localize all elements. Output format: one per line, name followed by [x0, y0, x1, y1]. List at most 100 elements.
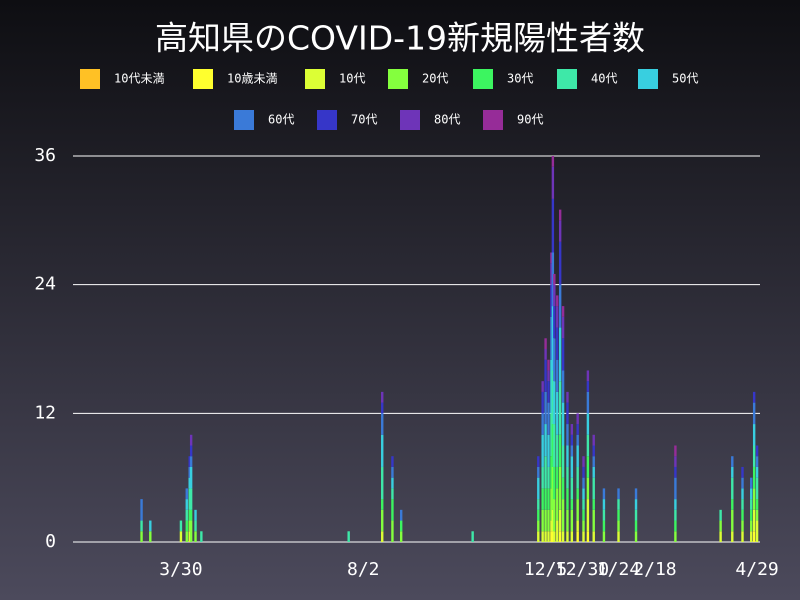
bar-segment: [582, 520, 585, 532]
bar-segment: [582, 477, 585, 489]
bar-segment: [602, 509, 606, 521]
bar-segment: [752, 509, 756, 532]
bar-segment: [558, 220, 562, 242]
bar-segment: [551, 156, 555, 167]
bar-segment: [544, 359, 547, 392]
bar-segment: [544, 488, 547, 510]
bar-segment: [541, 466, 544, 489]
bar-segment: [179, 531, 183, 542]
bar-segment: [547, 381, 550, 403]
y-tick-label: 24: [34, 274, 56, 295]
bar-segment: [592, 509, 595, 532]
bar-segment: [185, 499, 188, 510]
bar-segment: [752, 402, 756, 425]
bar-segment: [750, 520, 753, 532]
bar-segment: [550, 252, 553, 264]
bar-segment: [570, 477, 574, 500]
bar-segment: [544, 338, 547, 349]
bar-segment: [576, 434, 579, 446]
chart-title: 高知県のCOVID-19新規陽性者数: [155, 19, 645, 58]
bar-segment: [556, 359, 559, 392]
legend-label: 10代未満: [114, 72, 164, 86]
bar-segment: [566, 488, 569, 510]
bar-segment: [617, 520, 620, 532]
bar-segment: [189, 445, 193, 457]
bar-segment: [741, 488, 744, 500]
legend-swatch: [557, 69, 577, 89]
y-tick-label: 0: [45, 531, 56, 552]
bar-segment: [755, 466, 759, 478]
bar-segment: [674, 466, 677, 478]
bar-segment: [561, 316, 565, 339]
bar-segment: [550, 316, 553, 360]
bar-segment: [750, 531, 753, 542]
bar-segment: [200, 531, 203, 542]
bar-segment: [541, 531, 544, 542]
bar-segment: [558, 531, 562, 542]
legend-label: 20代: [422, 72, 448, 86]
bar-segment: [741, 499, 744, 510]
bar-segment: [140, 531, 143, 542]
bar-segment: [755, 499, 759, 510]
bar-segment: [741, 520, 744, 532]
bar-segment: [188, 520, 191, 532]
bar-segment: [570, 456, 574, 478]
legend-label: 60代: [268, 113, 294, 127]
x-tick-label: 12/5: [524, 559, 567, 580]
legend-label: 70代: [351, 113, 377, 127]
bar-segment: [570, 445, 574, 457]
bar-segment: [602, 488, 606, 500]
bar-segment: [752, 445, 756, 467]
bar-segment: [750, 509, 753, 521]
bar-segment: [550, 520, 553, 532]
bar-segment: [752, 466, 756, 489]
bar-segment: [617, 488, 620, 500]
bar-segment: [391, 466, 394, 478]
bar-segment: [755, 477, 759, 500]
bar-segment: [537, 509, 540, 521]
bar-segment: [537, 477, 540, 500]
bar-segment: [185, 531, 188, 542]
legend-swatch: [638, 69, 658, 89]
bar-segment: [558, 241, 562, 285]
bar-segment: [551, 252, 555, 307]
bar-segment: [553, 306, 556, 339]
bar-segment: [188, 531, 191, 542]
bar-segment: [194, 531, 197, 542]
legend-swatch: [483, 110, 503, 130]
bar-segment: [550, 413, 553, 457]
bar-segment: [558, 466, 562, 510]
bar-segment: [185, 488, 188, 500]
bar-segment: [586, 456, 590, 478]
bar-segment: [556, 520, 559, 542]
bar-segment: [189, 488, 193, 510]
bar-segment: [750, 499, 753, 510]
y-tick-label: 36: [34, 145, 56, 166]
bar-segment: [185, 520, 188, 532]
bar-segment: [551, 424, 555, 467]
bar-segment: [471, 531, 474, 542]
bar-segment: [561, 445, 565, 478]
bar-segment: [550, 531, 553, 542]
bar-segment: [547, 370, 550, 382]
legend-label: 80代: [434, 113, 460, 127]
bar-segment: [674, 456, 677, 467]
bar-segment: [617, 499, 620, 510]
legend-label: 30代: [507, 72, 533, 86]
bar-segment: [381, 413, 384, 435]
bar-segment: [566, 445, 569, 467]
bar-segment: [731, 509, 734, 532]
bar-segment: [592, 531, 595, 542]
bar-segment: [576, 488, 579, 500]
bar-segment: [719, 509, 722, 521]
bar-segment: [149, 531, 152, 542]
bar-segment: [399, 520, 403, 532]
bar-segment: [556, 295, 559, 307]
bar-segment: [391, 520, 394, 542]
bar-segment: [576, 531, 579, 542]
bar-segment: [391, 456, 394, 467]
bar-segment: [731, 499, 734, 510]
bar-segment: [741, 509, 744, 521]
bar-segment: [553, 499, 556, 532]
